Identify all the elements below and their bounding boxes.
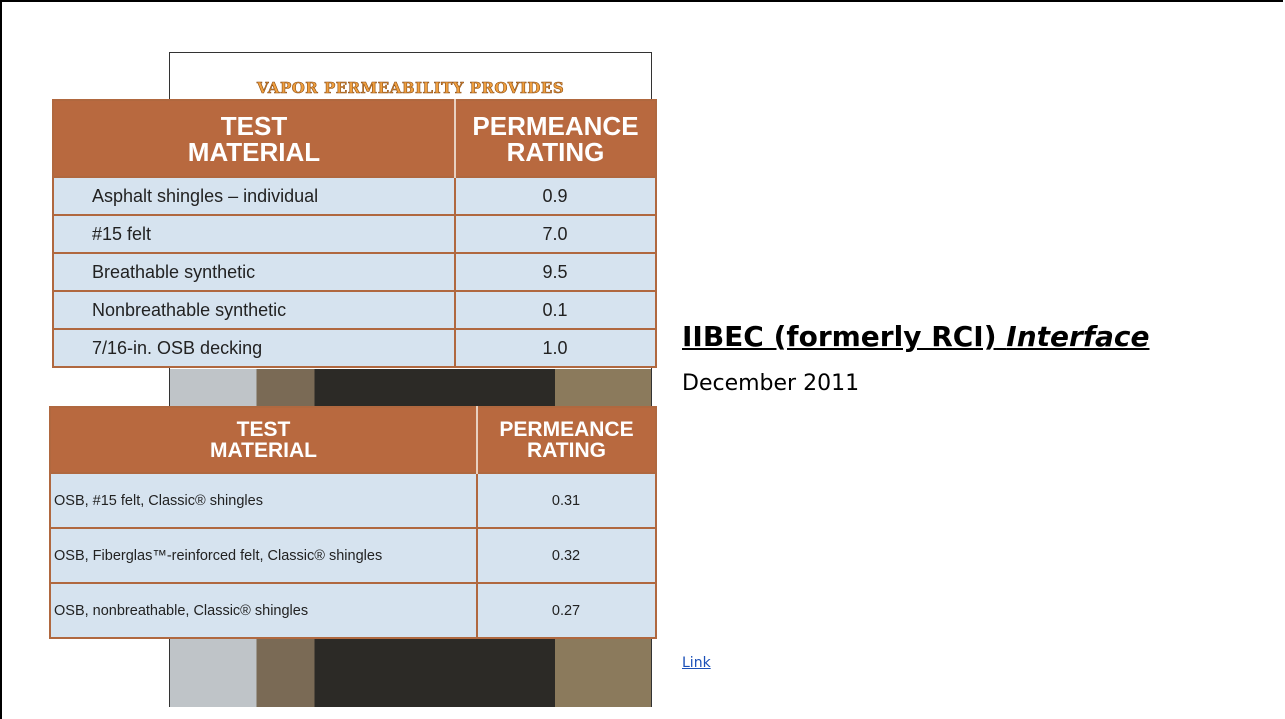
header-line: PERMEANCE	[457, 113, 654, 139]
header-line: RATING	[479, 440, 654, 461]
material-cell: 7/16-in. OSB decking	[53, 329, 455, 367]
header-line: MATERIAL	[55, 139, 453, 165]
link[interactable]: Link	[682, 655, 711, 671]
figure-caption: VAPOR PERMEABILITY PROVIDES	[170, 79, 651, 97]
table-row: OSB, Fiberglas™-reinforced felt, Classic…	[50, 528, 656, 583]
value-cell: 0.31	[477, 473, 656, 528]
header-line: PERMEANCE	[479, 419, 654, 440]
value-cell: 0.27	[477, 583, 656, 638]
header-line: TEST	[52, 419, 475, 440]
value-cell: 0.1	[455, 291, 656, 329]
slide: VAPOR PERMEABILITY PROVIDES TESTMATERIAL…	[0, 0, 1283, 719]
slide-title: IIBEC (formerly RCI) Interface	[682, 320, 1149, 353]
material-cell: Breathable synthetic	[53, 253, 455, 291]
value-cell: 0.9	[455, 177, 656, 215]
title-italic: Interface	[1006, 320, 1149, 353]
value-cell: 1.0	[455, 329, 656, 367]
value-cell: 0.32	[477, 528, 656, 583]
header-line: MATERIAL	[52, 440, 475, 461]
subtitle: December 2011	[682, 371, 859, 396]
material-cell: Asphalt shingles – individual	[53, 177, 455, 215]
value-cell: 9.5	[455, 253, 656, 291]
photo	[170, 369, 651, 409]
material-cell: OSB, #15 felt, Classic® shingles	[50, 473, 477, 528]
header-line: TEST	[55, 113, 453, 139]
title-text: IIBEC (formerly RCI)	[682, 320, 997, 353]
photo	[170, 635, 651, 707]
value-cell: 7.0	[455, 215, 656, 253]
material-cell: OSB, Fiberglas™-reinforced felt, Classic…	[50, 528, 477, 583]
material-cell: Nonbreathable synthetic	[53, 291, 455, 329]
material-cell: #15 felt	[53, 215, 455, 253]
page: VAPOR PERMEABILITY PROVIDES TESTMATERIAL…	[0, 0, 1285, 719]
header-line: RATING	[457, 139, 654, 165]
material-cell: OSB, nonbreathable, Classic® shingles	[50, 583, 477, 638]
